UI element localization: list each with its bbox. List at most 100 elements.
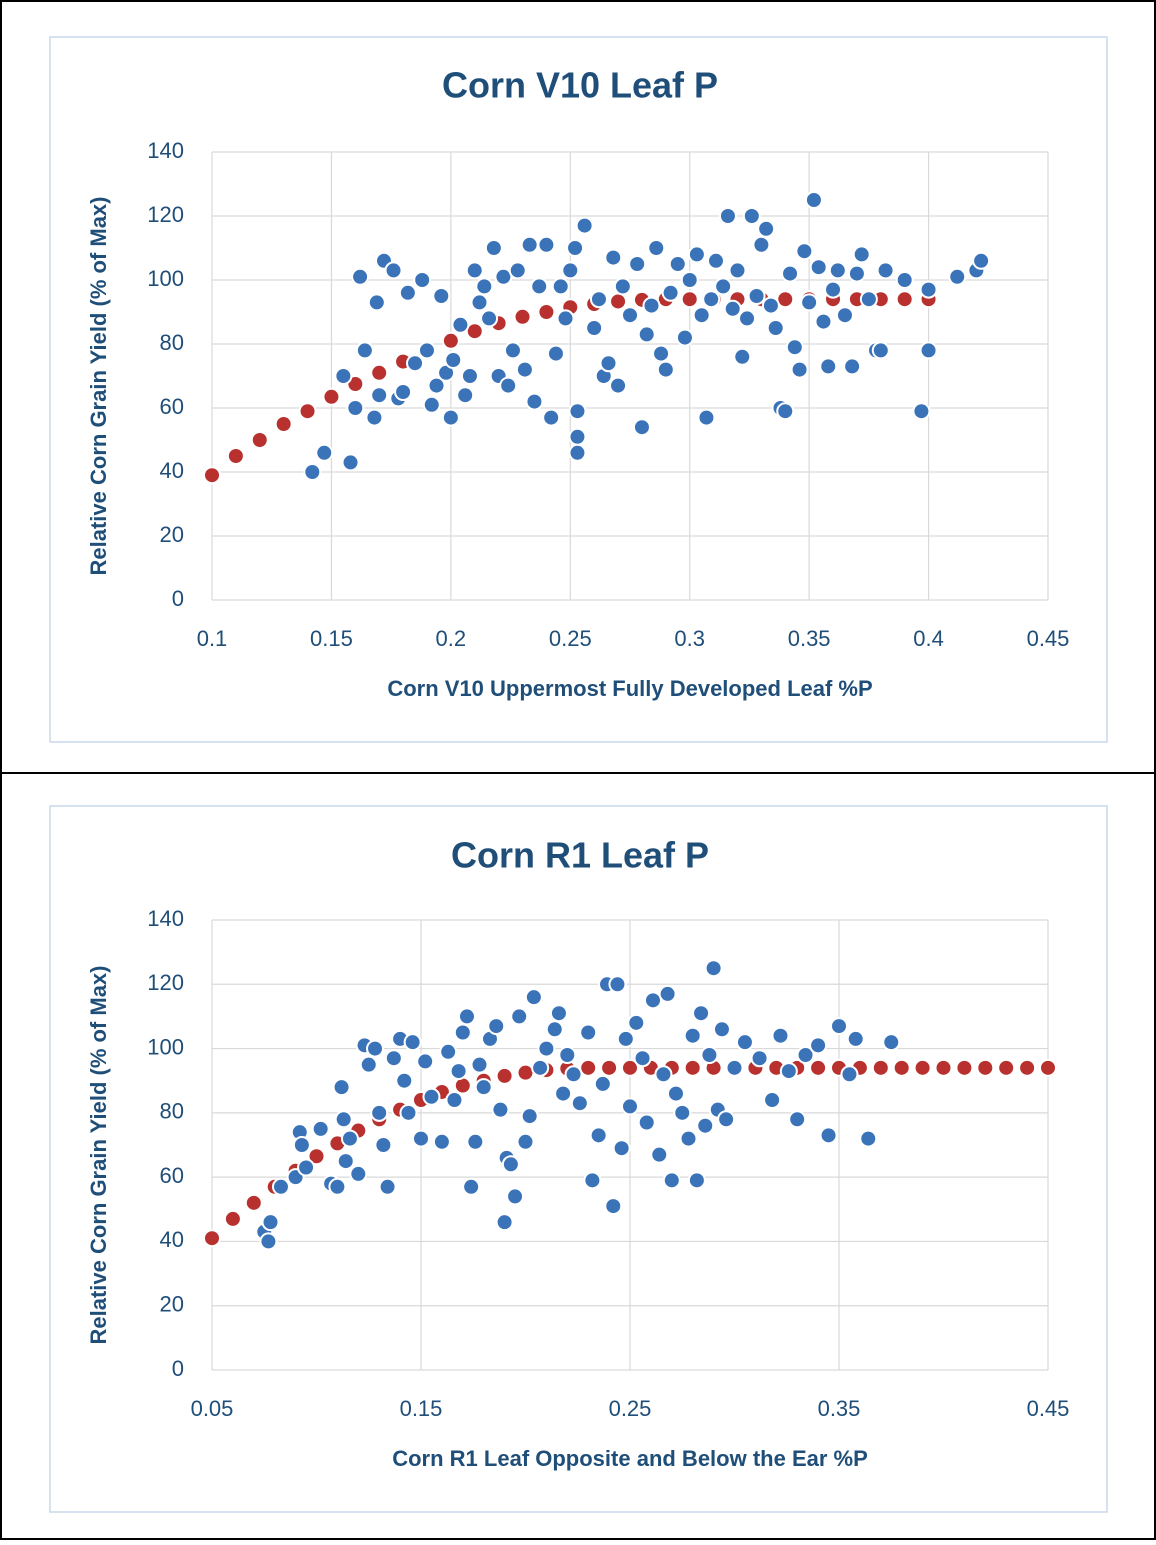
scatter-point bbox=[824, 280, 843, 299]
scatter-point bbox=[223, 1209, 242, 1228]
scatter-point bbox=[604, 248, 623, 267]
scatter-point bbox=[593, 1074, 612, 1093]
scatter-point bbox=[859, 1129, 878, 1148]
y-axis-title: Relative Corn Grain Yield (% of Max) bbox=[86, 966, 111, 1345]
scatter-point bbox=[604, 1197, 623, 1216]
scatter-point bbox=[1018, 1058, 1037, 1077]
y-tick-label: 100 bbox=[147, 1034, 184, 1059]
y-tick-label: 140 bbox=[147, 138, 184, 163]
scatter-point bbox=[683, 1058, 702, 1077]
y-tick-label: 100 bbox=[147, 266, 184, 291]
scatter-point bbox=[413, 271, 432, 289]
x-tick-label: 0.35 bbox=[788, 626, 831, 651]
scatter-point bbox=[355, 341, 374, 360]
y-tick-label: 140 bbox=[147, 906, 184, 931]
scatter-point bbox=[781, 264, 800, 283]
scatter-point bbox=[510, 1007, 529, 1026]
scatter-point bbox=[662, 1171, 681, 1190]
scatter-point bbox=[613, 277, 632, 296]
scatter-point bbox=[738, 309, 757, 328]
scatter-point bbox=[589, 290, 608, 309]
scatter-point bbox=[637, 325, 656, 344]
scatter-point bbox=[656, 360, 675, 379]
scatter-point bbox=[579, 1023, 598, 1042]
scatter-point bbox=[809, 1036, 828, 1055]
scatter-point bbox=[876, 261, 895, 280]
scatter-point bbox=[475, 277, 494, 296]
scatter-point bbox=[668, 255, 687, 273]
scatter-point bbox=[696, 1116, 715, 1135]
scatter-point bbox=[627, 1013, 646, 1032]
x-tick-label: 0.15 bbox=[310, 626, 353, 651]
x-tick-label: 0.4 bbox=[913, 626, 944, 651]
scatter-point bbox=[661, 283, 680, 302]
scatter-point bbox=[520, 235, 539, 254]
scatter-point bbox=[628, 255, 647, 273]
scatter-point bbox=[643, 991, 662, 1010]
scatter-point bbox=[752, 235, 771, 254]
chart-frame bbox=[49, 36, 1108, 743]
scatter-point bbox=[948, 267, 967, 286]
scatter-point bbox=[819, 357, 838, 376]
scatter-point bbox=[570, 1094, 589, 1113]
scatter-point bbox=[554, 1084, 573, 1103]
scatter-point bbox=[796, 1046, 815, 1064]
scatter-point bbox=[441, 408, 460, 427]
scatter-point bbox=[616, 1029, 635, 1048]
scatter-point bbox=[779, 1062, 798, 1081]
scatter-point bbox=[449, 1062, 468, 1081]
y-tick-label: 0 bbox=[172, 586, 184, 611]
scatter-point bbox=[568, 443, 587, 462]
scatter-point bbox=[334, 367, 353, 385]
y-tick-label: 120 bbox=[147, 970, 184, 995]
scatter-point bbox=[583, 1171, 602, 1190]
x-axis-title: Corn R1 Leaf Opposite and Below the Ear … bbox=[392, 1446, 868, 1471]
scatter-point bbox=[706, 251, 725, 270]
scatter-point bbox=[558, 1046, 577, 1064]
scatter-point bbox=[790, 360, 809, 379]
scatter-point bbox=[351, 267, 370, 286]
scatter-point bbox=[366, 1039, 385, 1058]
scatter-point bbox=[470, 293, 489, 312]
scatter-point bbox=[675, 328, 694, 347]
scatter-point bbox=[728, 261, 747, 280]
scatter-point bbox=[432, 287, 451, 305]
scatter-point bbox=[384, 261, 403, 280]
chart-frame bbox=[49, 805, 1108, 1513]
scatter-point bbox=[494, 267, 513, 286]
scatter-point bbox=[292, 1136, 311, 1154]
scatter-point bbox=[311, 1119, 330, 1138]
scatter-point bbox=[203, 1229, 221, 1248]
x-tick-label: 0.45 bbox=[1027, 1396, 1070, 1421]
scatter-point bbox=[852, 245, 871, 264]
scatter-point bbox=[742, 207, 761, 225]
scatter-point bbox=[556, 309, 575, 328]
scatter-point bbox=[444, 351, 463, 369]
scatter-point bbox=[976, 1058, 995, 1077]
y-tick-label: 20 bbox=[160, 522, 184, 547]
scatter-point bbox=[612, 1139, 631, 1158]
scatter-point bbox=[466, 1132, 485, 1151]
scatter-point bbox=[652, 344, 671, 363]
scatter-point bbox=[491, 1100, 510, 1119]
x-tick-label: 0.15 bbox=[400, 1396, 443, 1421]
scatter-point bbox=[788, 1110, 807, 1129]
scatter-point bbox=[365, 408, 384, 427]
scatter-point bbox=[568, 402, 587, 421]
scatter-point bbox=[700, 1046, 719, 1064]
scatter-point bbox=[530, 277, 549, 296]
scatter-point bbox=[349, 1164, 368, 1183]
scatter-point bbox=[972, 251, 991, 270]
scatter-point bbox=[537, 235, 556, 254]
scatter-point bbox=[513, 307, 532, 326]
scatter-point bbox=[546, 344, 565, 363]
scatter-point bbox=[763, 1091, 782, 1109]
scatter-point bbox=[525, 392, 544, 411]
scatter-point bbox=[470, 1055, 489, 1074]
scatter-point bbox=[244, 1193, 263, 1212]
scatter-point bbox=[809, 258, 828, 277]
scatter-point bbox=[298, 402, 317, 421]
y-tick-label: 80 bbox=[160, 330, 184, 355]
